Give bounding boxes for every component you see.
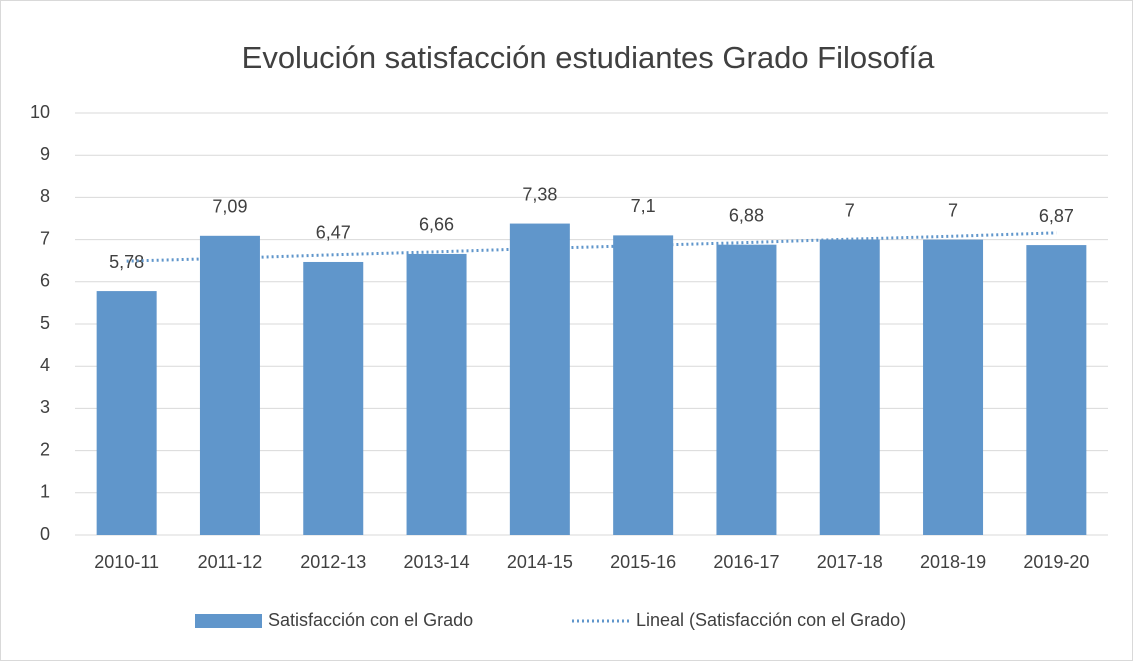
data-label: 5,78 [109,252,144,272]
y-tick-label: 6 [40,271,50,291]
y-tick-label: 3 [40,397,50,417]
x-tick-label: 2016-17 [713,552,779,572]
bar [406,253,467,535]
legend-label: Lineal (Satisfacción con el Grado) [636,610,906,630]
x-tick-label: 2012-13 [300,552,366,572]
x-tick-label: 2015-16 [610,552,676,572]
y-tick-label: 7 [40,228,50,248]
y-tick-label: 4 [40,355,50,375]
bar [1026,245,1087,535]
trend-line [126,231,1057,263]
data-label: 7,09 [212,197,247,217]
bar [509,223,570,535]
bar [96,291,157,535]
x-tick-label: 2013-14 [404,552,470,572]
x-tick-label: 2018-19 [920,552,986,572]
data-label: 6,66 [419,215,454,235]
x-tick-label: 2014-15 [507,552,573,572]
y-tick-label: 0 [40,524,50,544]
y-tick-label: 2 [40,439,50,459]
data-label: 6,88 [729,205,764,225]
bar [613,235,674,535]
bar [716,244,777,535]
data-label: 6,47 [316,223,351,243]
bar [923,239,984,535]
data-label: 7,1 [631,196,656,216]
y-tick-label: 9 [40,144,50,164]
y-tick-label: 5 [40,313,50,333]
data-label: 7 [845,200,855,220]
bar [199,235,260,535]
legend-label: Satisfacción con el Grado [268,610,473,630]
chart-title: Evolución satisfacción estudiantes Grado… [242,40,935,75]
bar [819,239,880,535]
y-tick-label: 8 [40,186,50,206]
data-label: 7 [948,200,958,220]
data-label: 7,38 [522,184,557,204]
y-tick-label: 10 [30,102,50,122]
x-tick-label: 2017-18 [817,552,883,572]
x-tick-label: 2010-11 [94,552,159,572]
x-tick-label: 2019-20 [1023,552,1089,572]
data-label: 6,87 [1039,206,1074,226]
legend-swatch [195,614,262,628]
y-tick-label: 1 [40,482,50,502]
bar [303,261,364,535]
x-tick-label: 2011-12 [198,552,263,572]
